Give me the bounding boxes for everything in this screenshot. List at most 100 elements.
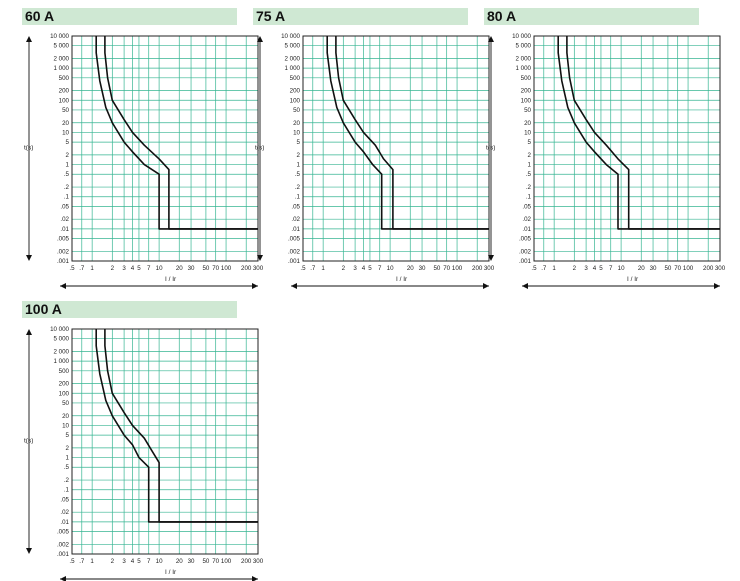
x-tick-label: 3 <box>122 265 126 272</box>
x-axis-arrow <box>522 283 720 289</box>
y-tick-label: .2 <box>64 184 70 191</box>
y-tick-label: 20 <box>62 120 69 127</box>
x-tick-label: 5 <box>599 265 603 272</box>
y-tick-label: 20 <box>524 120 531 127</box>
y-tick-label: 10 <box>524 129 531 136</box>
x-tick-label: 100 <box>221 265 232 272</box>
y-axis-arrow <box>26 36 32 261</box>
y-tick-label: .002 <box>57 248 70 255</box>
x-tick-label: .7 <box>79 265 85 272</box>
y-tick-label: 10 000 <box>281 33 300 40</box>
x-tick-label: 1 <box>90 558 94 565</box>
x-tick-label: 70 <box>443 265 450 272</box>
trip-curve-lower <box>326 36 489 230</box>
x-tick-label: .7 <box>79 558 85 565</box>
y-tick-label: 5 000 <box>54 43 70 50</box>
y-tick-label: 1 <box>66 162 70 169</box>
y-tick-label: 20 <box>62 413 69 420</box>
y-tick-label: 10 000 <box>512 33 531 40</box>
y-tick-label: 2 000 <box>516 55 532 62</box>
y-axis-arrow <box>257 36 263 261</box>
chart-panel: 75 A 10 000 5 000 2 000 1 000 500 200 100 50 20 10… <box>253 8 495 289</box>
y-tick-label: 10 <box>62 129 69 136</box>
x-tick-label: 2 <box>111 558 115 565</box>
y-tick-label: .5 <box>526 171 532 178</box>
x-tick-label: 100 <box>452 265 463 272</box>
y-tick-label: 500 <box>521 75 532 82</box>
y-tick-label: 10 <box>62 422 69 429</box>
y-tick-label: .05 <box>522 203 531 210</box>
chart-svg: 10 000 5 000 2 000 1 000 500 200 100 50 20 10 5 2 1.… <box>255 33 495 289</box>
y-tick-label: .001 <box>57 551 70 558</box>
x-tick-label: 70 <box>212 558 219 565</box>
x-tick-label: 20 <box>176 558 183 565</box>
y-tick-label: 5 <box>297 139 301 146</box>
chart-svg: 10 000 5 000 2 000 1 000 500 200 100 50 20 10 5 2 1.… <box>486 33 726 289</box>
x-tick-label: 50 <box>202 558 209 565</box>
x-tick-label: .5 <box>531 265 537 272</box>
x-tick-label: 4 <box>362 265 366 272</box>
x-tick-label: 200 <box>472 265 483 272</box>
y-tick-label: 5 <box>528 139 532 146</box>
y-tick-label: .02 <box>291 216 300 223</box>
x-tick-label: 10 <box>156 265 163 272</box>
x-tick-label: .5 <box>69 558 75 565</box>
x-tick-label: 100 <box>683 265 694 272</box>
x-tick-label: 30 <box>650 265 657 272</box>
x-axis-arrow <box>60 283 258 289</box>
y-tick-label: .005 <box>57 236 70 243</box>
y-tick-label: .1 <box>295 194 301 201</box>
trip-curve-lower <box>557 36 720 230</box>
x-tick-label: 50 <box>433 265 440 272</box>
y-tick-label: 50 <box>293 107 300 114</box>
x-tick-label: 10 <box>387 265 394 272</box>
chart-panel: 80 A 10 000 5 000 2 000 1 000 500 200 100 50 20 10… <box>484 8 726 289</box>
y-tick-label: .2 <box>526 184 532 191</box>
y-tick-label: 500 <box>59 75 70 82</box>
x-tick-label: 20 <box>638 265 645 272</box>
y-tick-label: .02 <box>60 509 69 516</box>
trip-curve-lower <box>95 36 258 230</box>
y-tick-label: 500 <box>59 368 70 375</box>
y-tick-label: 1 <box>528 162 532 169</box>
y-tick-label: 100 <box>290 97 301 104</box>
y-tick-label: .05 <box>60 203 69 210</box>
y-tick-label: 10 000 <box>50 326 69 333</box>
x-tick-label: 200 <box>241 265 252 272</box>
chart-panel: 100 A 10 000 5 000 2 000 1 000 500 200 100 50 20 1… <box>22 301 264 581</box>
x-tick-label: 70 <box>212 265 219 272</box>
chart-title-bar: 80 A <box>484 8 699 25</box>
y-tick-label: .005 <box>519 236 532 243</box>
y-tick-label: 1 000 <box>54 358 70 365</box>
y-tick-label: .5 <box>64 464 70 471</box>
x-tick-label: 100 <box>221 558 232 565</box>
y-tick-label: .02 <box>60 216 69 223</box>
chart-svg: 10 000 5 000 2 000 1 000 500 200 100 50 20 10 5 2 1.… <box>24 33 264 289</box>
y-tick-label: 2 <box>297 152 301 159</box>
y-tick-label: .01 <box>60 226 69 233</box>
chart-svg: 10 000 5 000 2 000 1 000 500 200 100 50 20 10 5 2 1.… <box>24 326 264 581</box>
x-tick-label: 200 <box>241 558 252 565</box>
y-tick-label: .005 <box>57 529 70 536</box>
y-tick-label: .001 <box>57 258 70 265</box>
y-tick-label: 2 000 <box>285 55 301 62</box>
x-tick-label: 70 <box>674 265 681 272</box>
y-tick-label: 200 <box>290 88 301 95</box>
x-tick-label: 30 <box>188 558 195 565</box>
chart-title: 75 A <box>256 8 286 24</box>
x-tick-label: 20 <box>407 265 414 272</box>
plot-frame <box>533 35 721 262</box>
y-tick-label: 5 000 <box>516 43 532 50</box>
y-tick-label: 2 <box>528 152 532 159</box>
y-tick-label: .01 <box>60 519 69 526</box>
y-tick-label: .5 <box>295 171 301 178</box>
x-tick-label: 7 <box>609 265 613 272</box>
x-tick-label: 30 <box>188 265 195 272</box>
y-tick-label: 1 000 <box>516 65 532 72</box>
y-tick-label: .1 <box>64 487 70 494</box>
x-tick-label: 3 <box>122 558 126 565</box>
y-tick-label: 10 <box>293 129 300 136</box>
y-tick-label: 50 <box>62 400 69 407</box>
x-axis-label: I / Ir <box>165 276 177 283</box>
y-axis-arrow <box>26 329 32 554</box>
